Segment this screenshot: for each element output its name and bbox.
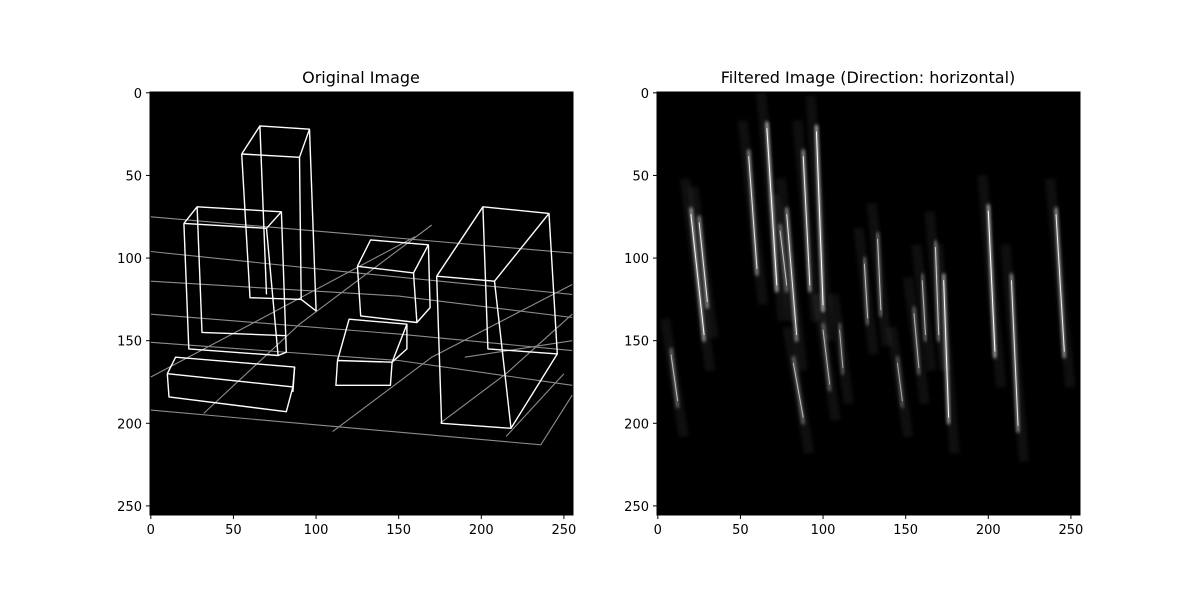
y-tick-label: 150 [117, 335, 142, 350]
x-tick-label: 100 [811, 523, 836, 538]
x-tick-label: 150 [386, 523, 411, 538]
y-tick-label: 100 [624, 252, 649, 267]
x-tick-label: 150 [893, 523, 918, 538]
x-tick-label: 100 [304, 523, 329, 538]
filtered-image-panel: Filtered Image (Direction: horizontal) 0… [624, 68, 1083, 538]
y-tick-label: 200 [117, 417, 142, 432]
y-tick-label: 50 [125, 169, 142, 184]
y-tick-label: 200 [624, 417, 649, 432]
y-axis: 0 50 100 150 200 250 [624, 87, 657, 515]
original-image-panel: Original Image 0 50 100 150 200 250 0 50 100 150… [117, 68, 576, 538]
y-tick-label: 150 [624, 335, 649, 350]
image-area [150, 92, 573, 515]
y-tick-label: 250 [117, 500, 142, 515]
x-tick-label: 50 [225, 523, 242, 538]
y-tick-label: 100 [117, 252, 142, 267]
x-tick-label: 200 [976, 523, 1001, 538]
x-tick-label: 250 [551, 523, 576, 538]
panel-title: Filtered Image (Direction: horizontal) [721, 68, 1016, 87]
x-tick-label: 200 [469, 523, 494, 538]
x-axis: 0 50 100 150 200 250 [654, 515, 1084, 538]
x-tick-label: 250 [1058, 523, 1083, 538]
y-tick-label: 250 [624, 500, 649, 515]
y-tick-label: 50 [632, 169, 649, 184]
x-axis: 0 50 100 150 200 250 [147, 515, 577, 538]
x-tick-label: 50 [732, 523, 749, 538]
x-tick-label: 0 [147, 523, 155, 538]
y-tick-label: 0 [641, 87, 649, 102]
y-axis: 0 50 100 150 200 250 [117, 87, 150, 515]
x-tick-label: 0 [654, 523, 662, 538]
panel-title: Original Image [302, 68, 420, 87]
y-tick-label: 0 [134, 87, 142, 102]
